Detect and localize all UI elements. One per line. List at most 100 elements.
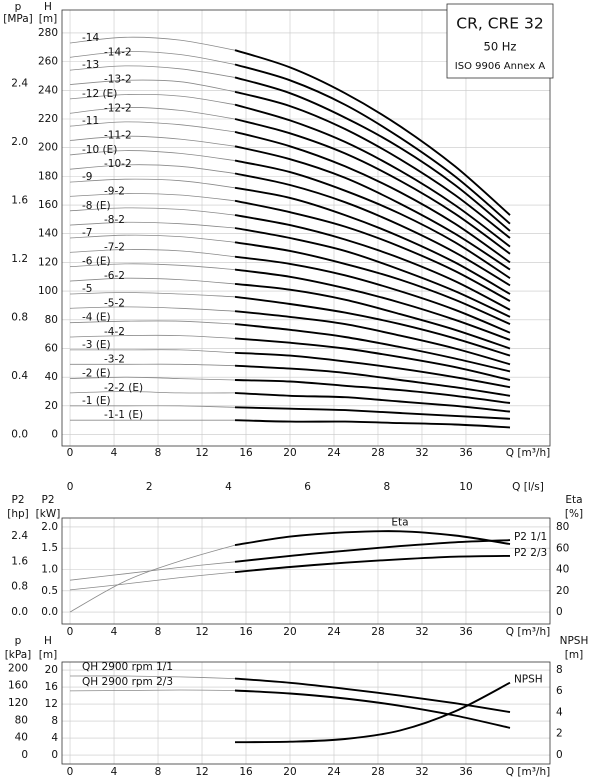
x-tick-label: 24 (327, 447, 341, 459)
y-tick-label: 4 (51, 732, 58, 744)
curve-thin (69, 544, 236, 613)
curve (234, 214, 511, 311)
y-tick-label: 220 (38, 113, 58, 125)
y-tick-label: 1.2 (11, 253, 28, 265)
curve-label: -14 (82, 32, 99, 44)
curve-thin (69, 571, 236, 591)
curve (234, 186, 511, 295)
x-tick-label: 32 (415, 626, 428, 638)
curve-thin (69, 65, 236, 78)
y-tick-label: 40 (45, 371, 58, 383)
curve-thin (69, 405, 236, 408)
curve-thin (69, 36, 236, 51)
axis-label: P2 (11, 494, 24, 506)
y-tick-label: 0 (21, 749, 28, 761)
y-tick-label: 4 (556, 706, 563, 718)
curve (234, 76, 511, 232)
x-tick-label: 0 (67, 447, 74, 459)
axis-label: NPSH (560, 635, 589, 647)
curve-label: -12 (E) (82, 88, 117, 100)
curve-label: -14-2 (104, 46, 132, 58)
x-tick-label: 0 (67, 481, 74, 493)
curve-label: -9 (82, 171, 92, 183)
x-axis-label: Q [l/s] (512, 481, 544, 493)
curve (234, 406, 511, 420)
curve (234, 310, 511, 366)
curve-label: -7-2 (104, 241, 125, 253)
y-tick-label: 2.0 (11, 136, 28, 148)
x-tick-label: 32 (415, 766, 428, 778)
curve (234, 364, 511, 397)
curve-label: -4 (E) (82, 312, 111, 324)
x-tick-label: 4 (225, 481, 232, 493)
curve-thin (69, 178, 236, 189)
y-tick-label: 180 (38, 170, 58, 182)
y-tick-label: 6 (556, 685, 563, 697)
axis-unit: [m] (39, 649, 57, 661)
axis-unit: [hp] (7, 508, 29, 520)
y-tick-label: 240 (38, 84, 58, 96)
y-tick-label: 0 (556, 606, 563, 618)
curve-thin (69, 391, 236, 394)
curve-thin (69, 107, 236, 120)
y-tick-label: 80 (15, 714, 28, 726)
title-box (446, 3, 554, 79)
curve-label: NPSH (514, 674, 543, 686)
y-tick-label: 2 (556, 728, 563, 740)
y-tick-label: 1.0 (41, 564, 58, 576)
curve (234, 255, 511, 334)
y-tick-label: 160 (38, 199, 58, 211)
curve-thin (69, 234, 236, 243)
x-tick-label: 16 (239, 626, 253, 638)
y-tick-label: 160 (8, 680, 28, 692)
y-tick-label: 100 (38, 285, 58, 297)
x-tick-label: 0 (67, 626, 74, 638)
curve-label: -9-2 (104, 185, 125, 197)
curve (234, 337, 511, 381)
axis-label: H (44, 635, 52, 647)
curve-thin (69, 689, 236, 692)
x-tick-label: 0 (67, 766, 74, 778)
y-tick-label: 0.0 (11, 606, 28, 618)
y-tick-label: 8 (556, 664, 563, 676)
x-tick-label: 8 (155, 766, 162, 778)
y-tick-label: 12 (45, 698, 58, 710)
curve-thin (69, 334, 236, 339)
y-tick-label: 40 (556, 564, 569, 576)
curve-label: -2 (E) (82, 368, 111, 380)
axis-label: p (15, 1, 22, 13)
curve-label: -13-2 (104, 74, 132, 86)
curve-label: -11-2 (104, 130, 132, 142)
curve-label: -5 (82, 283, 92, 295)
axis-unit: [m] (39, 13, 57, 25)
curve-thin (69, 221, 236, 229)
y-tick-label: 2.4 (11, 78, 28, 90)
x-tick-label: 28 (371, 766, 384, 778)
curve-thin (69, 363, 236, 367)
curve-thin (69, 51, 236, 65)
axis-label: H (44, 1, 52, 13)
curve-label: -3 (E) (82, 339, 111, 351)
axis-unit: [kW] (36, 508, 61, 520)
curve-label: -10-2 (104, 158, 132, 170)
x-tick-label: 4 (111, 766, 118, 778)
curve (234, 63, 511, 225)
curve (234, 539, 511, 563)
y-tick-label: 120 (38, 256, 58, 268)
curve (234, 351, 511, 389)
y-tick-label: 0 (556, 749, 563, 761)
x-tick-label: 36 (459, 447, 473, 459)
axis-unit: [%] (565, 508, 583, 520)
chart-note: ISO 9906 Annex A (455, 61, 546, 72)
x-axis-label: Q [m³/h] (506, 447, 550, 459)
y-tick-label: 260 (38, 56, 58, 68)
curve (234, 677, 511, 714)
curve-thin (69, 121, 236, 133)
x-tick-label: 12 (195, 626, 208, 638)
y-tick-label: 16 (45, 681, 59, 693)
curve (234, 90, 511, 239)
curve (234, 199, 511, 302)
x-tick-label: 8 (155, 626, 162, 638)
y-tick-label: 120 (8, 697, 28, 709)
